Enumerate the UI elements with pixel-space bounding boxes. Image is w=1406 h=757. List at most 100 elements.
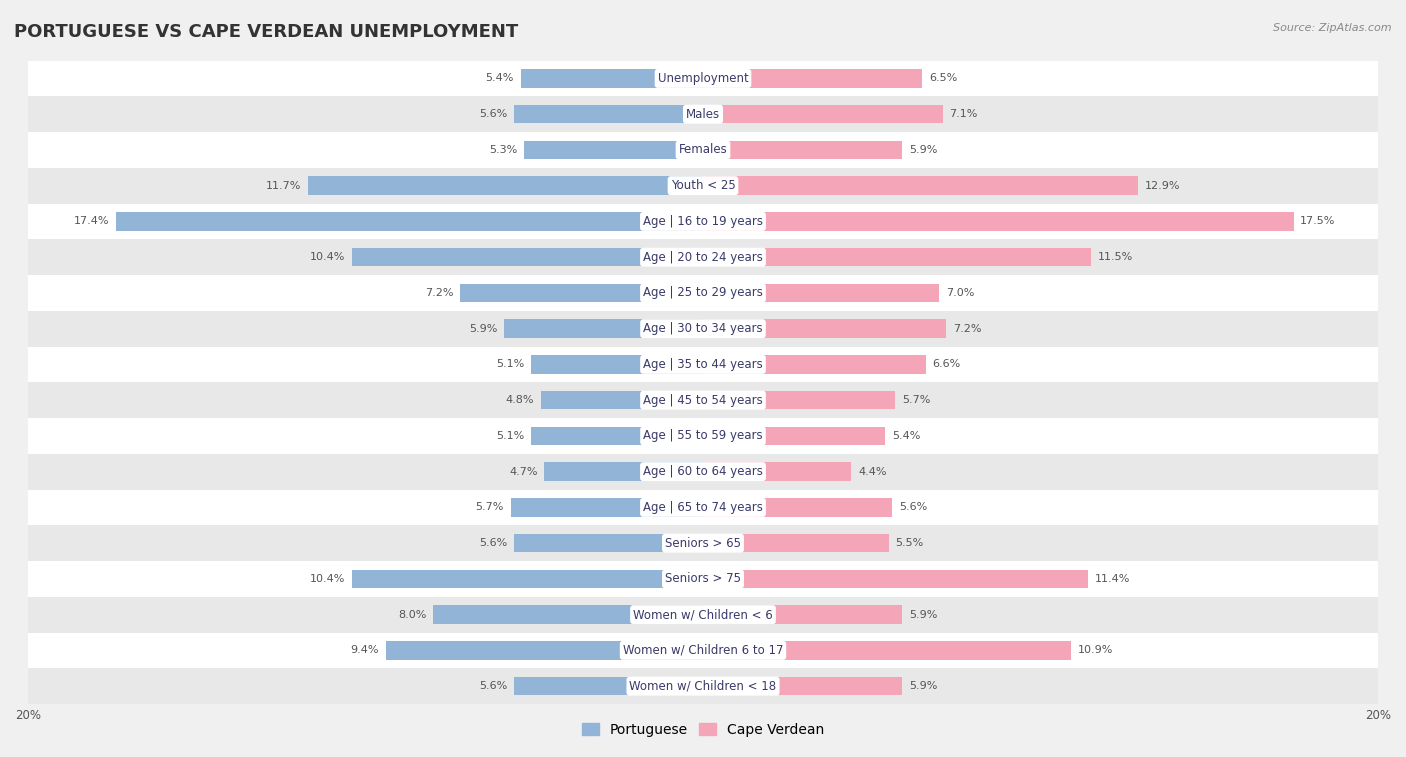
Bar (531, 427, 703, 445)
Text: 5.9%: 5.9% (468, 324, 498, 334)
Text: Age | 65 to 74 years: Age | 65 to 74 years (643, 501, 763, 514)
Text: 5.7%: 5.7% (475, 503, 503, 512)
Text: 8.0%: 8.0% (398, 609, 426, 620)
Bar (703, 606, 903, 624)
Bar (703, 319, 946, 338)
Bar (28, 453, 1378, 490)
Bar (703, 569, 1088, 588)
Bar (385, 641, 703, 659)
Text: 5.3%: 5.3% (489, 145, 517, 155)
Text: 5.4%: 5.4% (485, 73, 515, 83)
Bar (703, 355, 925, 374)
Bar (28, 204, 1378, 239)
Text: 10.4%: 10.4% (309, 574, 346, 584)
Bar (28, 61, 1378, 96)
Text: 17.4%: 17.4% (73, 217, 110, 226)
Bar (460, 284, 703, 302)
Bar (531, 355, 703, 374)
Bar (28, 418, 1378, 453)
Bar (308, 176, 703, 195)
Text: Males: Males (686, 107, 720, 120)
Text: 11.4%: 11.4% (1094, 574, 1130, 584)
Text: 12.9%: 12.9% (1144, 181, 1181, 191)
Text: 5.6%: 5.6% (479, 681, 508, 691)
Text: PORTUGUESE VS CAPE VERDEAN UNEMPLOYMENT: PORTUGUESE VS CAPE VERDEAN UNEMPLOYMENT (14, 23, 519, 41)
Bar (28, 525, 1378, 561)
Bar (28, 168, 1378, 204)
Bar (352, 569, 703, 588)
Bar (520, 69, 703, 88)
Text: 5.1%: 5.1% (496, 431, 524, 441)
Bar (703, 284, 939, 302)
Text: 10.9%: 10.9% (1077, 646, 1114, 656)
Bar (115, 212, 703, 231)
Bar (28, 597, 1378, 633)
Bar (703, 534, 889, 553)
Bar (515, 105, 703, 123)
Text: 5.4%: 5.4% (891, 431, 921, 441)
Bar (28, 132, 1378, 168)
Bar (541, 391, 703, 410)
Bar (703, 498, 891, 517)
Text: 7.1%: 7.1% (949, 109, 977, 119)
Bar (703, 677, 903, 696)
Text: 17.5%: 17.5% (1301, 217, 1336, 226)
Bar (515, 534, 703, 553)
Bar (28, 561, 1378, 597)
Bar (352, 248, 703, 266)
Bar (703, 212, 1294, 231)
Text: 11.5%: 11.5% (1098, 252, 1133, 262)
Text: 5.9%: 5.9% (908, 681, 938, 691)
Text: Women w/ Children < 6: Women w/ Children < 6 (633, 608, 773, 621)
Text: 10.4%: 10.4% (309, 252, 346, 262)
Text: 5.5%: 5.5% (896, 538, 924, 548)
Text: Youth < 25: Youth < 25 (671, 179, 735, 192)
Text: Age | 60 to 64 years: Age | 60 to 64 years (643, 465, 763, 478)
Text: 5.9%: 5.9% (908, 145, 938, 155)
Text: 9.4%: 9.4% (350, 646, 380, 656)
Text: 7.2%: 7.2% (953, 324, 981, 334)
Text: 4.4%: 4.4% (858, 466, 887, 477)
Text: 5.1%: 5.1% (496, 360, 524, 369)
Text: 5.6%: 5.6% (479, 538, 508, 548)
Bar (703, 141, 903, 159)
Bar (28, 96, 1378, 132)
Text: 7.0%: 7.0% (946, 288, 974, 298)
Bar (28, 239, 1378, 275)
Text: 7.2%: 7.2% (425, 288, 453, 298)
Text: Women w/ Children 6 to 17: Women w/ Children 6 to 17 (623, 644, 783, 657)
Text: Age | 45 to 54 years: Age | 45 to 54 years (643, 394, 763, 407)
Bar (703, 641, 1071, 659)
Text: Unemployment: Unemployment (658, 72, 748, 85)
Text: Females: Females (679, 143, 727, 157)
Bar (28, 490, 1378, 525)
Text: Women w/ Children < 18: Women w/ Children < 18 (630, 680, 776, 693)
Bar (28, 382, 1378, 418)
Bar (703, 391, 896, 410)
Text: 5.6%: 5.6% (898, 503, 927, 512)
Bar (515, 677, 703, 696)
Text: Age | 20 to 24 years: Age | 20 to 24 years (643, 251, 763, 263)
Bar (28, 275, 1378, 311)
Text: Seniors > 75: Seniors > 75 (665, 572, 741, 585)
Bar (703, 176, 1139, 195)
Bar (510, 498, 703, 517)
Bar (28, 668, 1378, 704)
Bar (503, 319, 703, 338)
Bar (28, 633, 1378, 668)
Bar (524, 141, 703, 159)
Bar (28, 311, 1378, 347)
Text: Age | 55 to 59 years: Age | 55 to 59 years (643, 429, 763, 442)
Bar (703, 463, 852, 481)
Text: Age | 30 to 34 years: Age | 30 to 34 years (643, 322, 763, 335)
Text: Source: ZipAtlas.com: Source: ZipAtlas.com (1274, 23, 1392, 33)
Text: Age | 16 to 19 years: Age | 16 to 19 years (643, 215, 763, 228)
Text: Age | 25 to 29 years: Age | 25 to 29 years (643, 286, 763, 300)
Bar (544, 463, 703, 481)
Text: Seniors > 65: Seniors > 65 (665, 537, 741, 550)
Text: 5.6%: 5.6% (479, 109, 508, 119)
Bar (703, 69, 922, 88)
Bar (28, 347, 1378, 382)
Bar (703, 427, 886, 445)
Text: Age | 35 to 44 years: Age | 35 to 44 years (643, 358, 763, 371)
